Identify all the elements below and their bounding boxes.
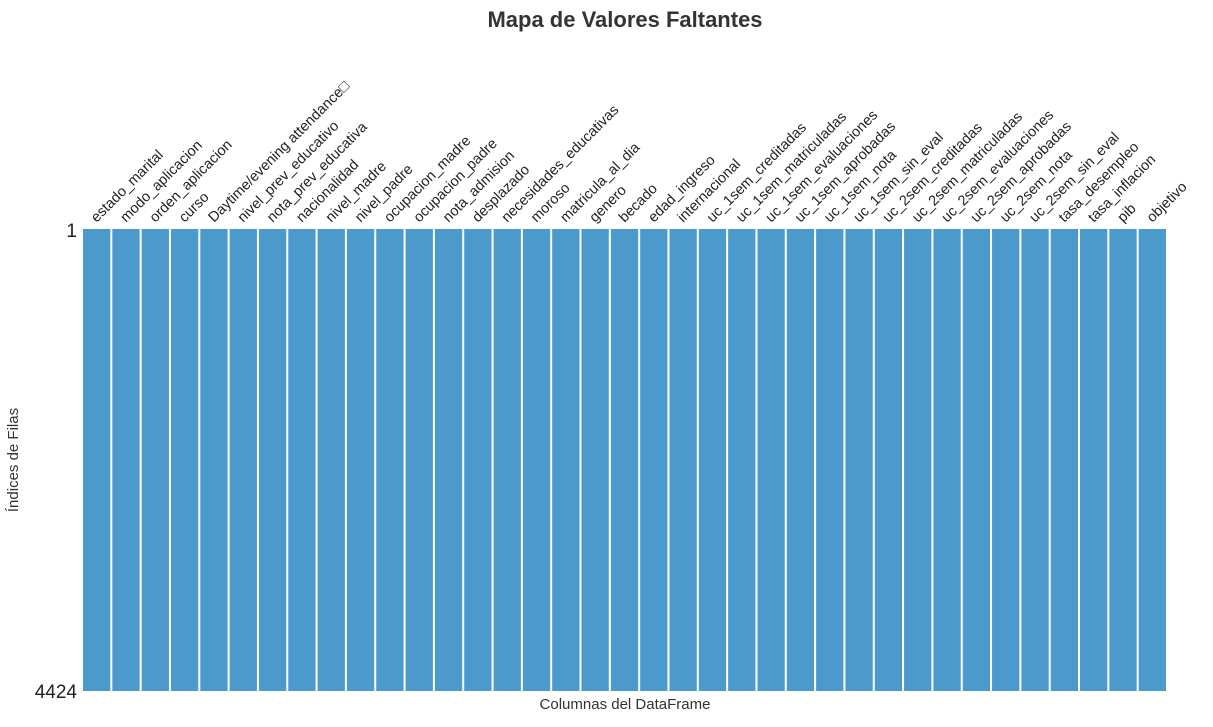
column-bar: [669, 229, 697, 691]
column-bar: [405, 229, 433, 691]
column-bar: [1109, 229, 1137, 691]
column-bar: [581, 229, 609, 691]
chart-title: Mapa de Valores Faltantes: [487, 7, 762, 32]
y-tick-label-bottom: 4424: [35, 682, 78, 703]
column-bar: [933, 229, 961, 691]
column-bar: [610, 229, 639, 691]
column-bar: [816, 229, 844, 691]
columns-layer: [83, 229, 1166, 691]
column-bar: [317, 229, 345, 691]
column-bar: [845, 229, 873, 691]
column-bar: [464, 229, 492, 691]
column-bar: [1050, 229, 1079, 691]
column-bar: [786, 229, 815, 691]
column-bar: [522, 229, 551, 691]
column-bar: [1021, 229, 1049, 691]
column-bar: [229, 229, 257, 691]
column-bar: [874, 229, 903, 691]
column-bar: [346, 229, 375, 691]
column-bar: [1138, 229, 1166, 691]
column-bar: [258, 229, 287, 691]
y-axis-label: Índices de Filas: [5, 408, 22, 512]
column-label: pib: [1115, 201, 1140, 226]
column-bar: [698, 229, 727, 691]
column-bar: [904, 229, 932, 691]
column-bar: [962, 229, 991, 691]
column-bar: [434, 229, 463, 691]
y-tick-label-top: 1: [66, 221, 77, 242]
column-bar: [728, 229, 756, 691]
column-label: objetivo: [1144, 179, 1191, 226]
column-bar: [141, 229, 169, 691]
column-bar: [170, 229, 199, 691]
column-bar: [757, 229, 785, 691]
column-bar: [200, 229, 228, 691]
column-bar: [83, 229, 111, 691]
column-bar: [288, 229, 316, 691]
column-bar: [640, 229, 668, 691]
column-bar: [992, 229, 1020, 691]
x-axis-label: Columnas del DataFrame: [540, 696, 711, 713]
column-bar: [493, 229, 521, 691]
column-bar: [112, 229, 140, 691]
column-bar: [376, 229, 404, 691]
column-bar: [552, 229, 580, 691]
column-labels-layer: estado_maritalmodo_aplicacionorden_aplic…: [88, 78, 1190, 226]
column-bar: [1080, 229, 1108, 691]
